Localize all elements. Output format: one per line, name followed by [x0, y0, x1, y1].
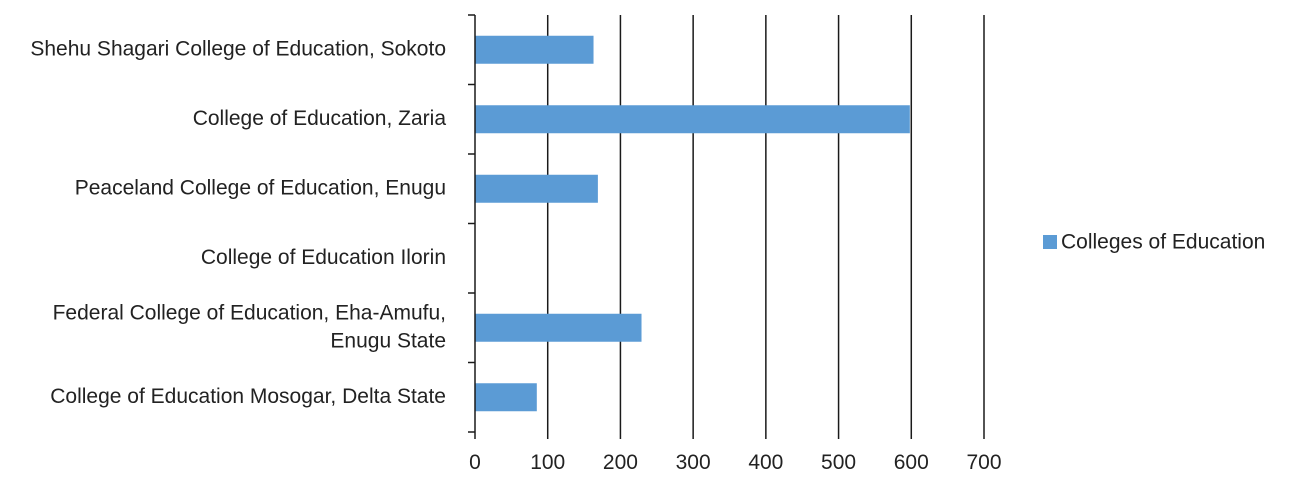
category-label-0: Shehu Shagari College of Education, Soko…: [30, 37, 446, 60]
x-tick-label-300: 300: [676, 451, 711, 474]
x-tick-labels: 0 100 200 300 400 500 600 700: [469, 451, 1001, 474]
category-label-4: Federal College of Education, Eha-Amufu,: [53, 301, 446, 324]
legend-swatch: [1043, 235, 1057, 249]
category-label-2: Peaceland College of Education, Enugu: [75, 176, 446, 199]
bar-4: [475, 313, 642, 342]
category-axis: [468, 14, 985, 439]
x-tick-label-500: 500: [821, 451, 856, 474]
x-tick-label-100: 100: [530, 451, 565, 474]
category-label-4: Enugu State: [330, 329, 446, 352]
category-label-1: College of Education, Zaria: [193, 107, 447, 130]
legend-label: Colleges of Education: [1061, 231, 1265, 254]
bar-1: [475, 105, 910, 134]
category-label-3: College of Education Ilorin: [201, 246, 446, 269]
legend: Colleges of Education: [1043, 231, 1265, 254]
bar-5: [475, 383, 537, 412]
x-tick-label-700: 700: [966, 451, 1001, 474]
x-tick-label-0: 0: [469, 451, 481, 474]
category-label-5: College of Education Mosogar, Delta Stat…: [50, 385, 446, 408]
x-tick-label-600: 600: [894, 451, 929, 474]
x-tick-label-400: 400: [748, 451, 783, 474]
x-tick-label-200: 200: [603, 451, 638, 474]
bar-2: [475, 174, 598, 203]
bars: [475, 35, 910, 412]
bar-0: [475, 35, 594, 64]
gridlines: [546, 15, 985, 432]
category-labels: Shehu Shagari College of Education, Soko…: [30, 37, 446, 408]
